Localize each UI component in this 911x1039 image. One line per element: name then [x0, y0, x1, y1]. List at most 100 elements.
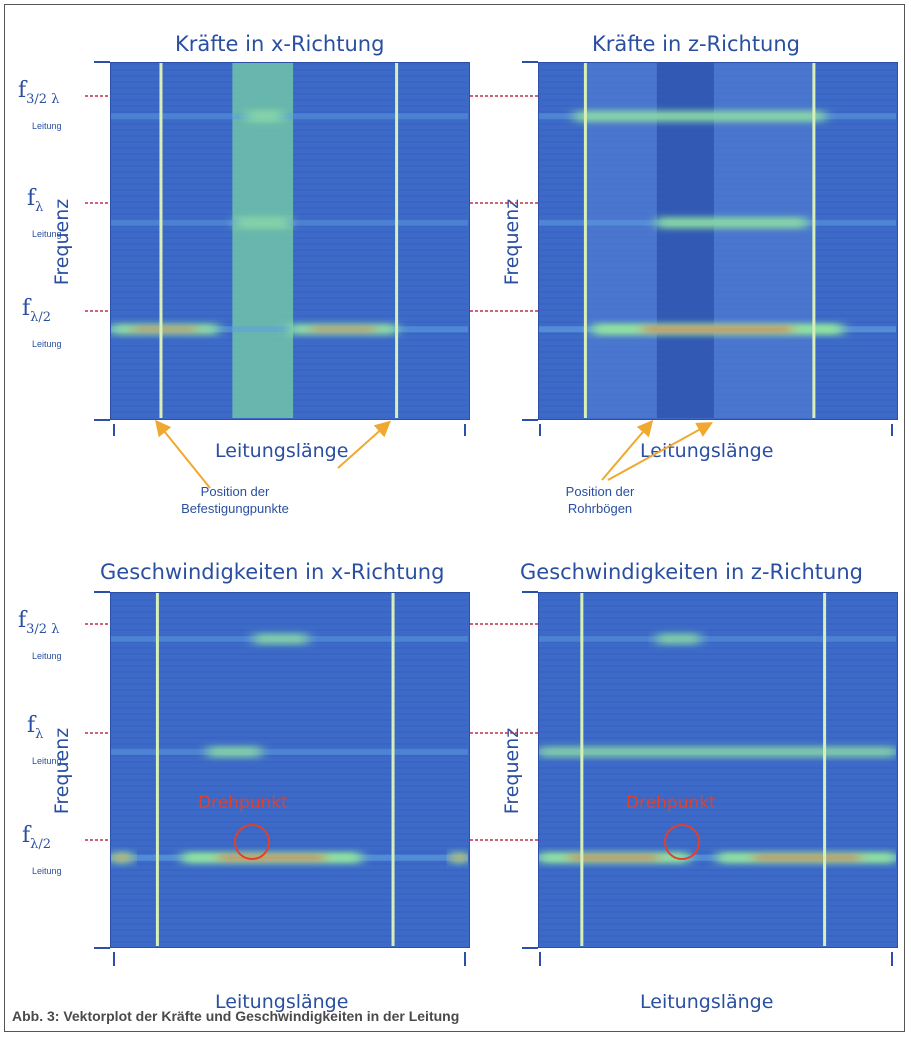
texture-stripe: [111, 827, 468, 829]
texture-stripe: [539, 941, 896, 943]
texture-stripe: [539, 171, 896, 173]
texture-stripe: [539, 785, 896, 787]
texture-stripe: [539, 803, 896, 805]
texture-stripe: [539, 593, 896, 595]
freq-label-lambda-top: fλ: [27, 186, 44, 215]
texture-stripe: [539, 177, 896, 179]
texture-stripe: [539, 189, 896, 191]
texture-stripe: [111, 749, 468, 751]
texture-stripe: [111, 761, 468, 763]
texture-stripe: [539, 105, 896, 107]
texture-stripe: [539, 683, 896, 685]
texture-stripe: [111, 893, 468, 895]
texture-stripe: [111, 863, 468, 865]
texture-stripe: [539, 321, 896, 323]
texture-stripe: [111, 755, 468, 757]
texture-stripe: [539, 761, 896, 763]
texture-stripe: [539, 809, 896, 811]
texture-stripe: [111, 911, 468, 913]
texture-stripe: [539, 387, 896, 389]
texture-stripe: [111, 743, 468, 745]
texture-stripe: [539, 369, 896, 371]
texture-stripe: [539, 671, 896, 673]
texture-stripe: [539, 695, 896, 697]
texture-stripe: [539, 135, 896, 137]
texture-stripe: [111, 899, 468, 901]
resonance-hotspot: [235, 216, 290, 229]
texture-stripe: [539, 707, 896, 709]
texture-stripe: [539, 375, 896, 377]
structural-line: [812, 63, 816, 418]
texture-stripe: [111, 647, 468, 649]
heatmap-forces-z-svg: [539, 63, 896, 418]
texture-stripe: [539, 63, 896, 65]
resonance-hotspot: [289, 323, 397, 336]
texture-stripe: [539, 207, 896, 209]
texture-stripe: [111, 617, 468, 619]
texture-stripe: [539, 605, 896, 607]
freq-label-half-top: fλ/2: [22, 296, 52, 325]
heatmap-velocity-x: [110, 592, 470, 948]
resonance-hotspot: [246, 110, 283, 123]
texture-stripe: [539, 617, 896, 619]
resonance-band: [539, 635, 896, 642]
freq-note-half-bottom: Leitung: [32, 866, 62, 876]
texture-stripe: [111, 677, 468, 679]
texture-stripe: [111, 941, 468, 943]
texture-stripe: [539, 297, 896, 299]
resonance-hotspot: [656, 216, 807, 229]
xlabel-velocity-x: Leitungslänge: [215, 991, 349, 1013]
texture-stripe: [539, 665, 896, 667]
annotation-drehpunkt-x: Drehpunkt: [198, 793, 288, 813]
resonance-hotspot: [656, 632, 700, 645]
heatmap-forces-z: [538, 62, 898, 420]
resonance-hotspot: [182, 851, 361, 864]
annotation-rohrboegen: Position der Rohrbögen: [565, 484, 635, 516]
texture-stripe: [111, 689, 468, 691]
resonance-hotspot: [111, 851, 133, 864]
texture-stripe: [539, 399, 896, 401]
resonance-hotspot: [539, 745, 896, 758]
texture-stripe: [111, 929, 468, 931]
texture-stripe: [111, 935, 468, 937]
panel-title-velocity-x: Geschwindigkeiten in x-Richtung: [100, 560, 445, 584]
texture-stripe: [539, 129, 896, 131]
texture-stripe: [539, 833, 896, 835]
resonance-hotspot: [253, 632, 308, 645]
resonance-hotspot: [539, 851, 689, 864]
texture-stripe: [539, 345, 896, 347]
resonance-hotspot: [717, 851, 896, 864]
texture-stripe: [539, 165, 896, 167]
texture-stripe: [539, 69, 896, 71]
texture-stripe: [111, 665, 468, 667]
texture-stripe: [539, 827, 896, 829]
texture-stripe: [111, 809, 468, 811]
texture-stripe: [539, 689, 896, 691]
texture-stripe: [539, 821, 896, 823]
texture-stripe: [539, 713, 896, 715]
texture-stripe: [539, 731, 896, 733]
texture-stripe: [111, 683, 468, 685]
texture-stripe: [539, 629, 896, 631]
texture-stripe: [539, 249, 896, 251]
texture-stripe: [539, 261, 896, 263]
texture-stripe: [111, 785, 468, 787]
texture-stripe: [539, 339, 896, 341]
texture-stripe: [539, 701, 896, 703]
texture-stripe: [539, 599, 896, 601]
texture-stripe: [539, 935, 896, 937]
texture-stripe: [539, 623, 896, 625]
texture-stripe: [539, 641, 896, 643]
texture-stripe: [539, 141, 896, 143]
texture-stripe: [111, 905, 468, 907]
resonance-band: [111, 113, 468, 120]
heatmap-velocity-x-svg: [111, 593, 468, 946]
texture-stripe: [539, 875, 896, 877]
texture-stripe: [539, 285, 896, 287]
texture-stripe: [539, 791, 896, 793]
texture-stripe: [111, 701, 468, 703]
texture-stripe: [539, 243, 896, 245]
freq-note-lambda-top: Leitung: [32, 229, 62, 239]
texture-stripe: [539, 797, 896, 799]
texture-stripe: [539, 93, 896, 95]
